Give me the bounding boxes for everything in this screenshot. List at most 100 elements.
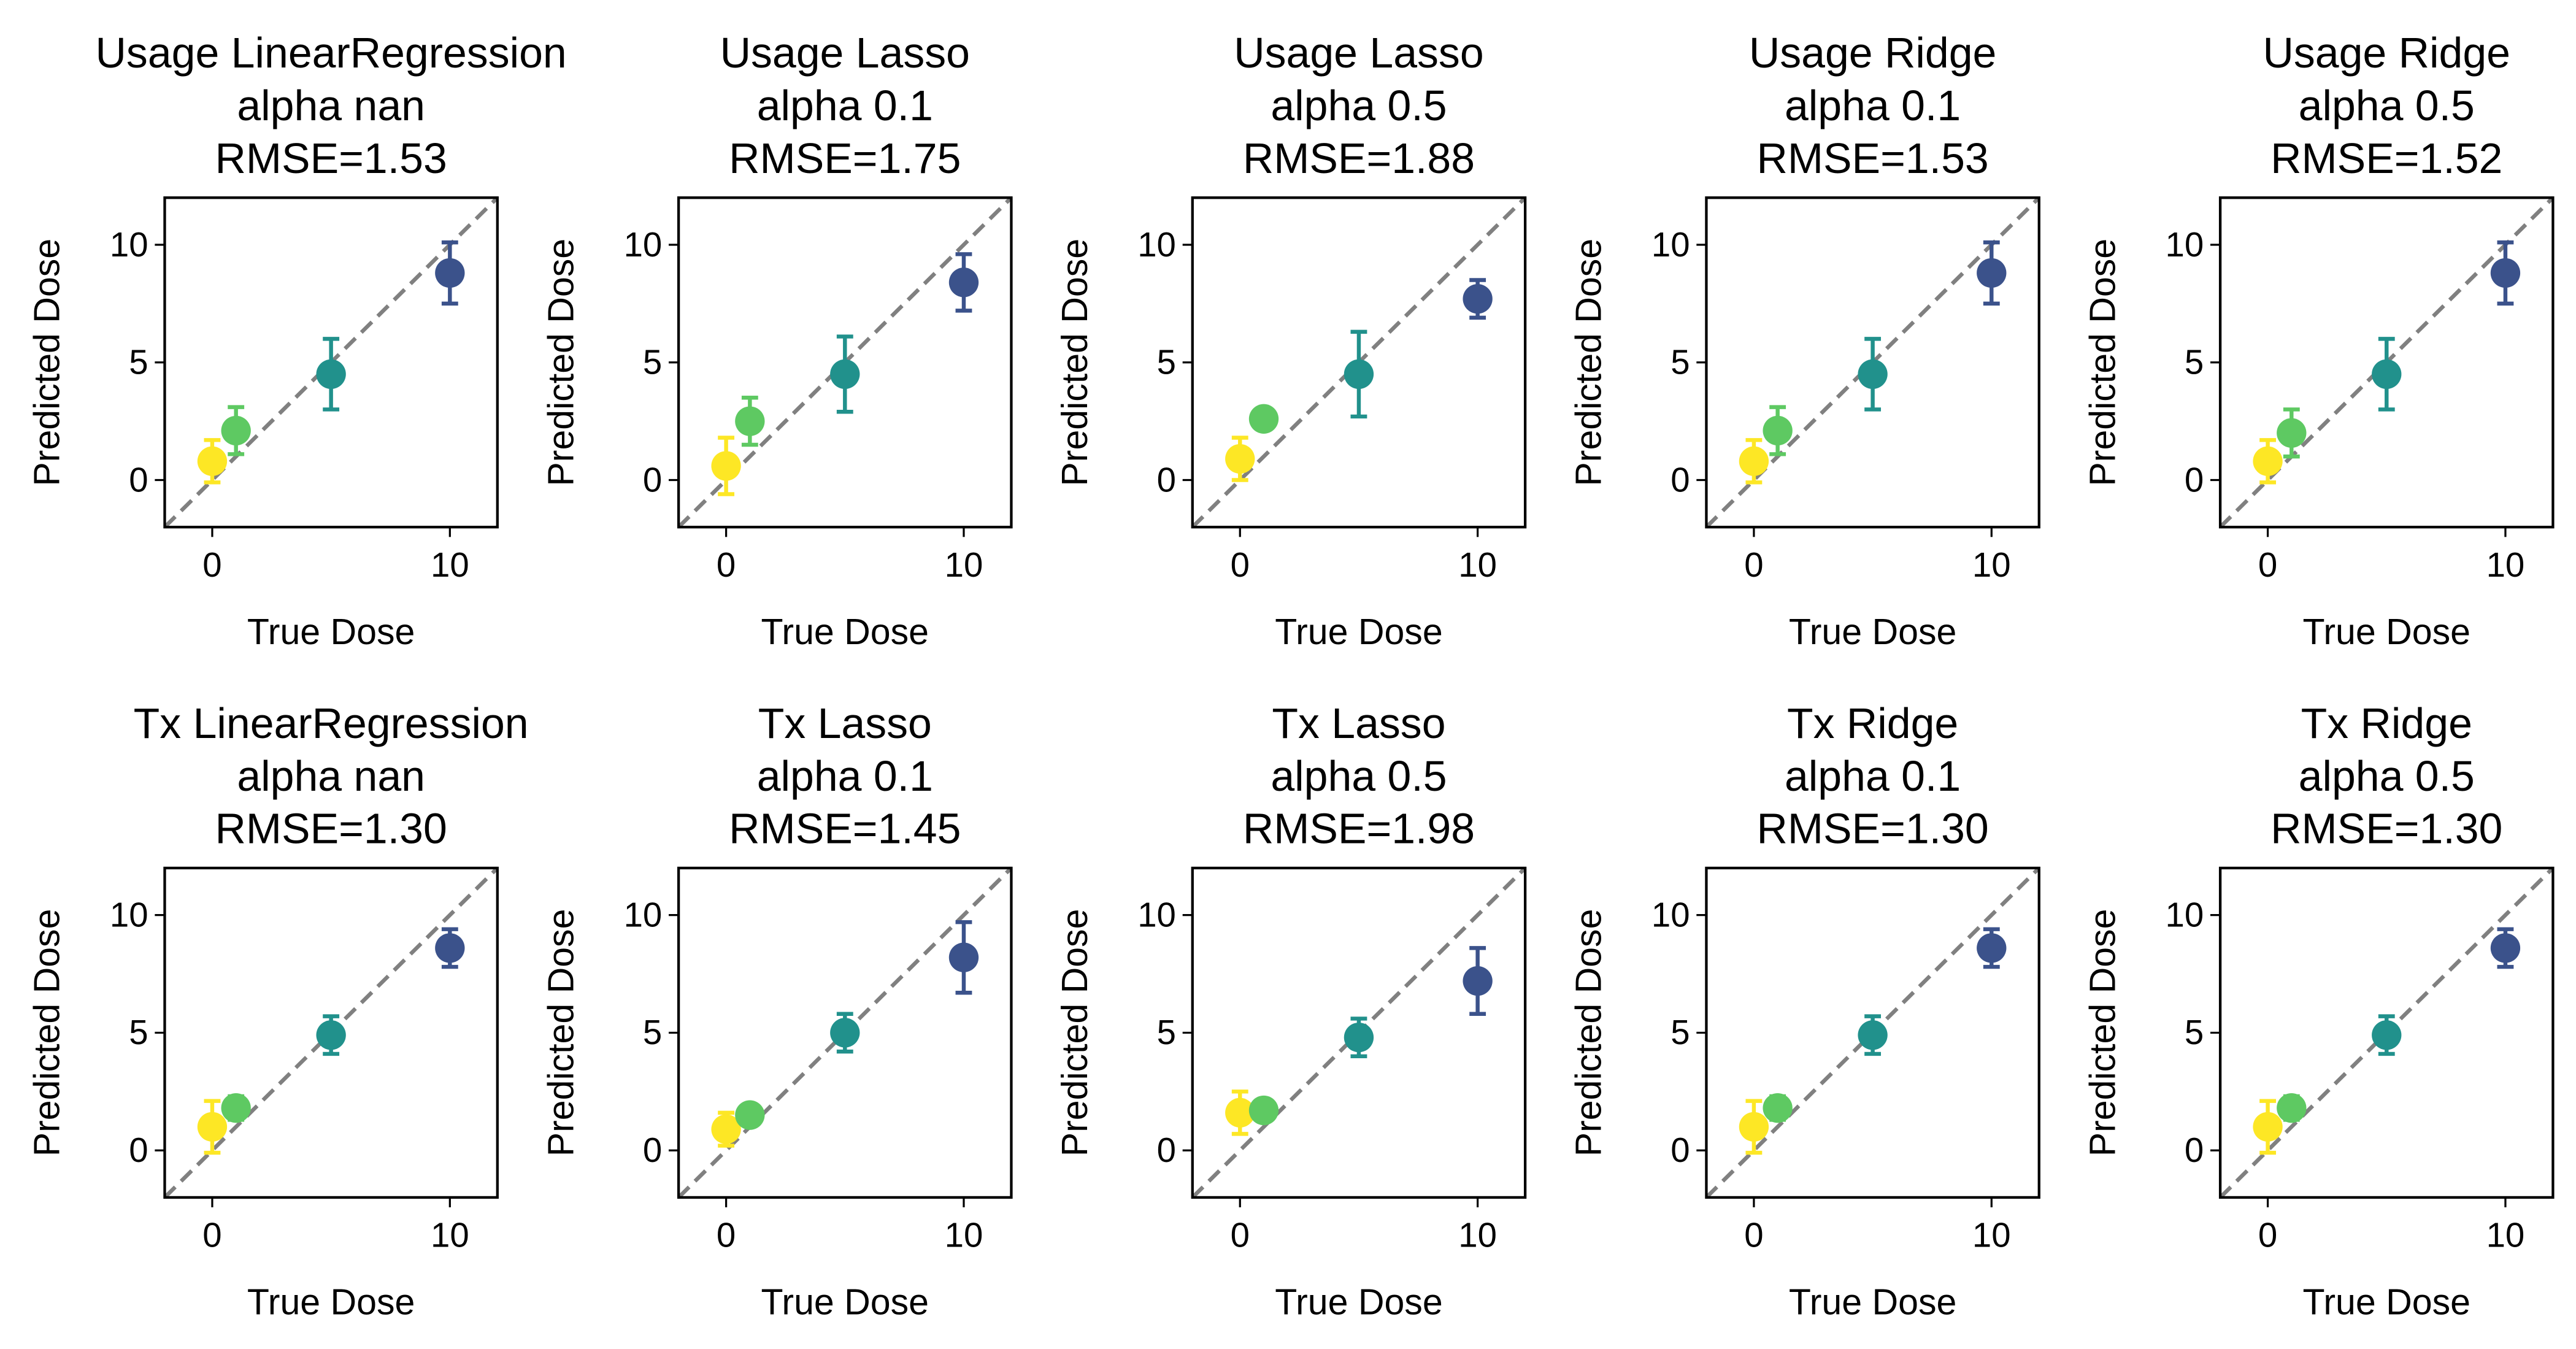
y-tick-label: 5 (2185, 1013, 2204, 1051)
point (1344, 359, 1374, 390)
point (435, 933, 465, 963)
axes-frame (2218, 866, 2555, 1199)
y-tick-label: 5 (643, 1013, 662, 1051)
y-axis-label: Predicted Dose (2082, 239, 2123, 486)
y-tick-label: 10 (1651, 225, 1690, 264)
y-tick-label: 10 (1137, 895, 1176, 934)
subplot-title: Tx Lasso (1272, 699, 1445, 747)
point (1225, 444, 1255, 474)
subplot-title: RMSE=1.52 (2270, 134, 2502, 182)
y-tick-label: 0 (1671, 1131, 1690, 1169)
subplot-title: Tx Ridge (1787, 699, 1958, 747)
point (2372, 1020, 2402, 1050)
y-tick-label: 5 (1671, 343, 1690, 382)
subplot-title: RMSE=1.30 (215, 805, 447, 853)
point (948, 942, 979, 972)
x-tick-label: 0 (1231, 1215, 1250, 1254)
axes-frame (1705, 866, 2040, 1199)
point (1977, 258, 2007, 288)
point (2253, 1112, 2283, 1142)
y-tick-label: 5 (1671, 1013, 1690, 1051)
x-tick-label: 10 (2486, 545, 2525, 584)
y-axis-label: Predicted Dose (1055, 909, 1095, 1157)
point (830, 359, 860, 390)
point (197, 1112, 228, 1142)
subplot-title: Usage Ridge (1749, 29, 1997, 77)
y-tick-label: 10 (1137, 225, 1176, 264)
x-axis-label: True Dose (247, 1282, 415, 1323)
subplot: Tx Lasso alpha 0.1 RMSE=1.45 0 10 0 5 10 True Do… (540, 699, 1013, 1323)
subplot-title: RMSE=1.98 (1243, 805, 1475, 853)
y-axis-label: Predicted Dose (27, 909, 67, 1157)
point (435, 258, 465, 288)
point (2277, 418, 2307, 448)
subplot-title: Tx Lasso (758, 699, 932, 747)
subplot-title: alpha 0.1 (757, 82, 933, 129)
x-tick-label: 10 (2486, 1215, 2525, 1254)
point (2372, 359, 2402, 390)
y-axis-label: Predicted Dose (540, 909, 581, 1157)
x-axis-label: True Dose (761, 1282, 929, 1323)
point (830, 1018, 860, 1048)
axes-frame (1191, 196, 1527, 529)
y-axis-label: Predicted Dose (1569, 909, 1609, 1157)
y-tick-label: 10 (1651, 895, 1690, 934)
subplot: Tx Ridge alpha 0.5 RMSE=1.30 0 10 0 5 10 True Do… (2082, 699, 2555, 1323)
subplot-title: RMSE=1.30 (2270, 805, 2502, 853)
subplot: Usage Lasso alpha 0.5 RMSE=1.88 0 10 0 5 10 True… (1055, 29, 1527, 652)
subplot-title: RMSE=1.88 (1243, 134, 1475, 182)
point (1858, 359, 1888, 390)
point (1763, 1093, 1793, 1123)
y-axis-label: Predicted Dose (540, 239, 581, 486)
x-tick-label: 10 (945, 1215, 983, 1254)
y-tick-label: 5 (1157, 343, 1176, 382)
x-tick-label: 0 (2258, 1215, 2277, 1254)
x-tick-label: 10 (1458, 545, 1497, 584)
y-tick-label: 0 (1157, 460, 1176, 499)
subplot-title: alpha 0.5 (2299, 752, 2475, 800)
subplot-title: Usage Lasso (720, 29, 970, 77)
axes-frame (163, 866, 499, 1199)
subplot: Usage LinearRegression alpha nan RMSE=1.53… (27, 29, 567, 652)
y-tick-label: 0 (2185, 1131, 2204, 1169)
x-axis-label: True Dose (1789, 1282, 1956, 1323)
y-tick-label: 5 (643, 343, 662, 382)
subplot: Tx Ridge alpha 0.1 RMSE=1.30 0 10 0 5 10 True Do… (1569, 699, 2041, 1323)
x-axis-label: True Dose (1275, 612, 1442, 652)
x-tick-label: 0 (202, 1215, 221, 1254)
y-tick-label: 0 (643, 1131, 662, 1169)
x-tick-label: 0 (717, 1215, 736, 1254)
subplot-title: alpha 0.1 (757, 752, 933, 800)
x-tick-label: 10 (945, 545, 983, 584)
x-tick-label: 10 (431, 1215, 469, 1254)
y-tick-label: 10 (2166, 225, 2204, 264)
point (2490, 258, 2521, 288)
point (1225, 1097, 1255, 1128)
point (1763, 415, 1793, 446)
x-tick-label: 10 (1972, 545, 2011, 584)
x-axis-label: True Dose (247, 612, 415, 652)
subplot-title: Usage Ridge (2263, 29, 2510, 77)
subplot: Usage Ridge alpha 0.5 RMSE=1.52 0 10 0 5 10 True… (2082, 29, 2555, 652)
subplot: Tx Lasso alpha 0.5 RMSE=1.98 0 10 0 5 10 True Do… (1055, 699, 1527, 1323)
x-tick-label: 10 (431, 545, 469, 584)
point (735, 406, 765, 436)
subplot-title: alpha 0.5 (1271, 82, 1447, 129)
subplot-title: alpha 0.1 (1785, 752, 1961, 800)
y-tick-label: 10 (624, 225, 663, 264)
y-axis-label: Predicted Dose (2082, 909, 2123, 1157)
point (2253, 446, 2283, 476)
subplot-title: RMSE=1.30 (1756, 805, 1988, 853)
y-tick-label: 0 (1671, 460, 1690, 499)
axes-frame (1705, 196, 2040, 529)
axes-frame (1191, 866, 1527, 1199)
subplot-title: alpha nan (237, 752, 425, 800)
subplot-title: Tx Ridge (2301, 699, 2472, 747)
point (2490, 933, 2521, 963)
subplot-title: Usage Lasso (1234, 29, 1483, 77)
point (948, 267, 979, 298)
y-axis-label: Predicted Dose (1569, 239, 1609, 486)
x-axis-label: True Dose (1275, 1282, 1442, 1323)
subplot-title: RMSE=1.45 (729, 805, 961, 853)
